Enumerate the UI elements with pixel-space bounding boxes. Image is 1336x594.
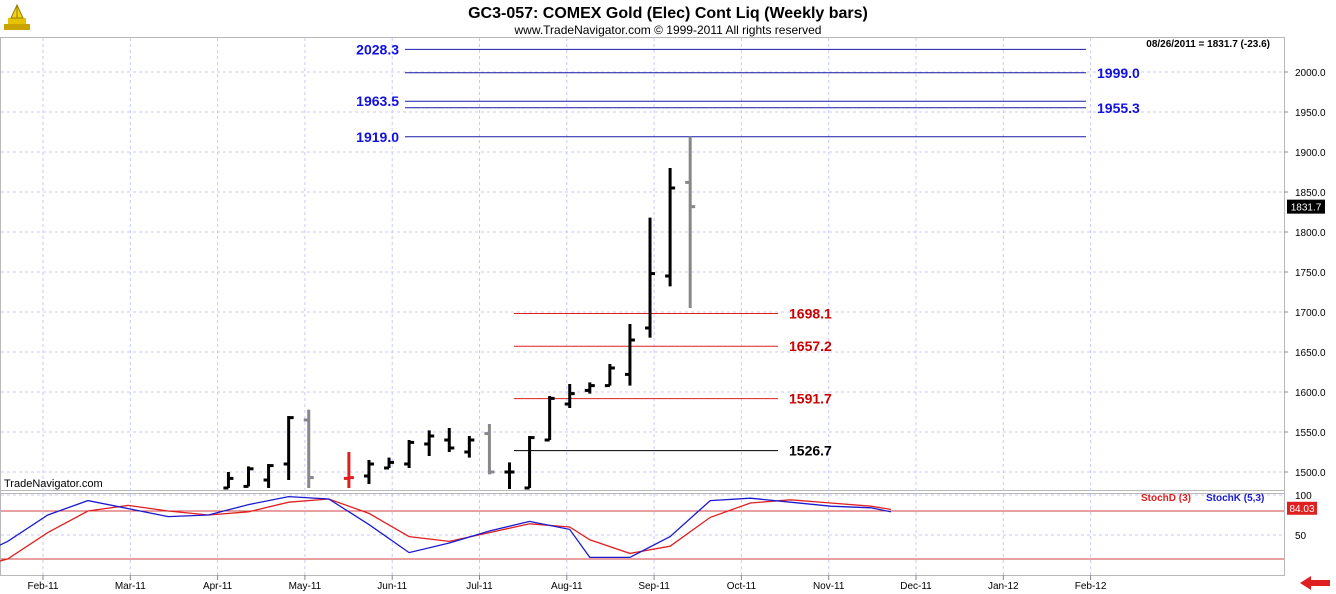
level-label: 1999.0 (1097, 65, 1140, 81)
ohlc-bar (645, 217, 656, 338)
ohlc-bar (363, 460, 374, 484)
ohlc-bar (544, 396, 555, 442)
trade-navigator-logo-icon (4, 3, 30, 30)
legend-stoch-d: StochD (3) (1141, 493, 1191, 504)
ohlc-bar (484, 424, 495, 475)
ohlc-bars (223, 136, 696, 490)
last-price-text: 1831.7 (1291, 203, 1322, 214)
stoch-d-line (0, 498, 892, 562)
legend-stoch-k: StochK (5,3) (1206, 493, 1264, 504)
grid-layer (1, 38, 1284, 575)
ohlc-bar (504, 462, 515, 489)
y-tick-label: 1550.0 (1295, 428, 1326, 439)
y-tick-label: 1500.0 (1295, 468, 1326, 479)
y-tick-label: 1600.0 (1295, 388, 1326, 399)
ohlc-bar (524, 436, 535, 490)
stoch-last-badge: 84.03 (1287, 501, 1317, 515)
ohlc-bar (283, 416, 294, 480)
chart-subtitle: www.TradeNavigator.com © 1999-2011 All r… (514, 23, 822, 37)
y-tick-label: 2000.0 (1295, 68, 1326, 79)
x-tick-label: Jul-11 (466, 581, 493, 592)
plot-area-border (0, 37, 1285, 494)
x-tick-label: Feb-12 (1075, 581, 1107, 592)
y-tick-label: 1850.0 (1295, 188, 1326, 199)
ohlc-bar (564, 384, 575, 408)
ohlc-bar (665, 168, 676, 287)
x-tick-label: Dec-11 (900, 581, 932, 592)
x-tick-label: Jan-12 (988, 581, 1019, 592)
ohlc-bar (685, 136, 696, 308)
stoch-area-border (0, 490, 1285, 576)
y-tick-label: 1950.0 (1295, 108, 1326, 119)
ohlc-bar (223, 472, 234, 490)
stoch-tick-label: 50 (1295, 531, 1307, 542)
x-tick-label: Jun-11 (377, 581, 407, 592)
y-tick-label: 1900.0 (1295, 148, 1326, 159)
levels-layer: 2028.3 1999.0 1963.5 1955.3 1919.0 1698.1 1657… (356, 41, 1140, 458)
level-label: 1963.5 (356, 93, 399, 109)
chart-title: GC3-057: COMEX Gold (Elec) Cont Liq (Wee… (468, 5, 868, 22)
stoch-k-line (0, 495, 892, 559)
y-tick-label: 1650.0 (1295, 348, 1326, 359)
x-tick-label: Nov-11 (813, 581, 845, 592)
ohlc-bar (584, 382, 595, 394)
ohlc-bar (424, 430, 435, 456)
level-label: 1919.0 (356, 129, 399, 145)
x-tick-label: Sep-11 (638, 581, 670, 592)
x-tick-label: Apr-11 (203, 581, 233, 592)
x-tick-label: May-11 (289, 581, 322, 592)
ohlc-bar (404, 440, 415, 468)
ohlc-bar (604, 364, 615, 388)
y-tick-label: 1800.0 (1295, 228, 1326, 239)
x-tick-label: Mar-11 (115, 581, 146, 592)
ohlc-bar (343, 452, 354, 488)
level-label: 1526.7 (789, 443, 832, 459)
stochastic-panel (0, 495, 892, 562)
stoch-last-text: 84.03 (1289, 504, 1314, 515)
ohlc-bar (444, 428, 455, 452)
ohlc-bar (464, 436, 475, 458)
ohlc-bar (243, 466, 254, 488)
x-tick-label: Aug-11 (551, 581, 583, 592)
x-tick-label: Oct-11 (727, 581, 757, 592)
level-label: 1591.7 (789, 391, 832, 407)
last-quote-label: 08/26/2011 = 1831.7 (-23.6) (1146, 39, 1270, 50)
axis-layer: Feb-11 Mar-11 Apr-11 May-11 Jun-11 Jul-11 Aug-… (28, 68, 1327, 592)
stoch-tick-label: 100 (1295, 491, 1312, 502)
y-tick-label: 1750.0 (1295, 268, 1326, 279)
level-label: 2028.3 (356, 41, 399, 57)
ohlc-bar (303, 409, 314, 488)
ohlc-bar (384, 457, 395, 470)
ohlc-bar (624, 324, 635, 386)
level-label: 1955.3 (1097, 100, 1140, 116)
y-tick-label: 1700.0 (1295, 308, 1326, 319)
x-tick-label: Feb-11 (28, 581, 59, 592)
ohlc-bar (263, 464, 274, 488)
last-price-badge: 1831.7 (1287, 199, 1325, 214)
watermark: TradeNavigator.com (4, 478, 103, 490)
scroll-left-arrow-icon[interactable] (1300, 576, 1330, 590)
level-label: 1657.2 (789, 338, 832, 354)
level-label: 1698.1 (789, 306, 832, 322)
